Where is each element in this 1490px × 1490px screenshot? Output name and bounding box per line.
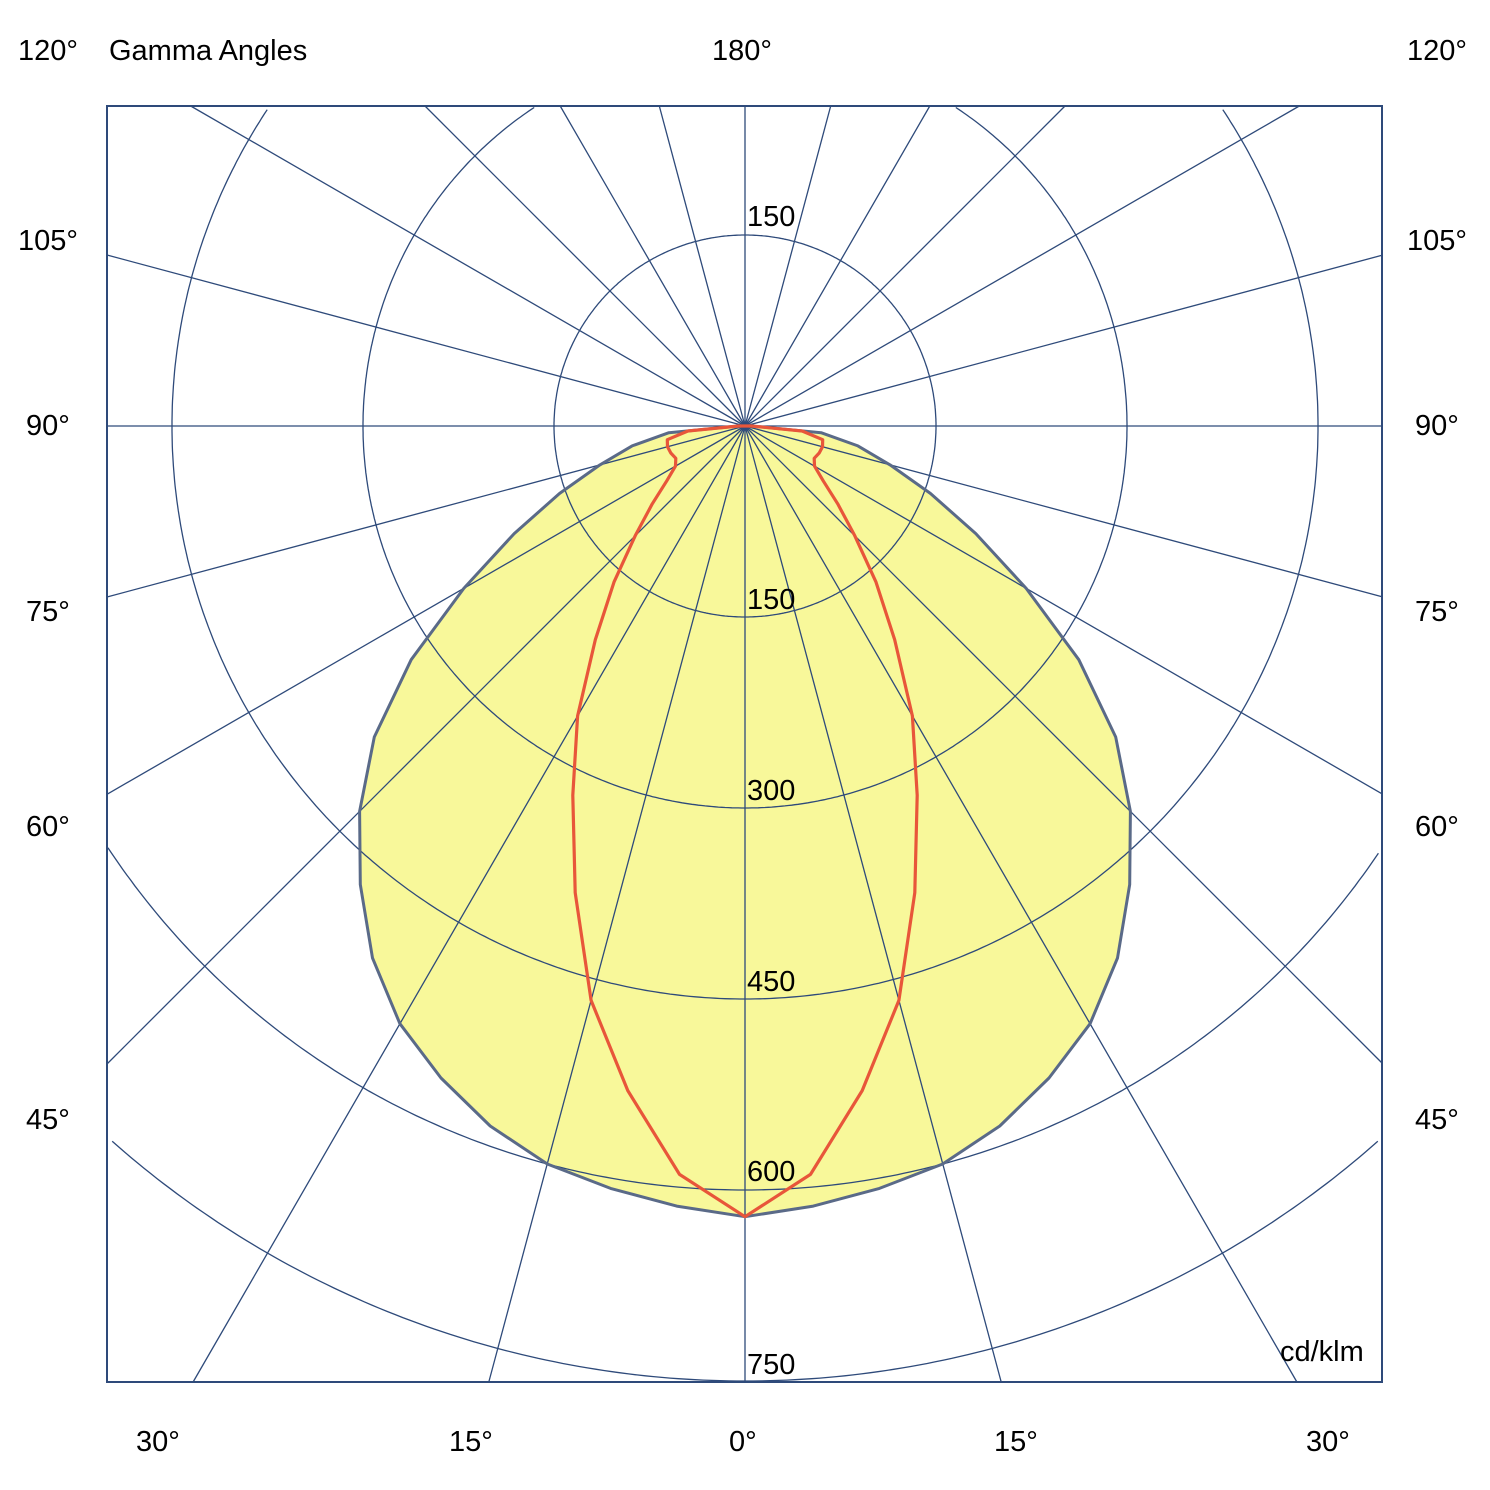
grid-circle (362, 106, 1128, 809)
chart-title: Gamma Angles (109, 35, 308, 67)
left-angle-label: 120° (18, 35, 78, 67)
grid-radial-line (106, 425, 746, 795)
grid-circle (107, 847, 1379, 1191)
bottom-angle-label: 30° (136, 1426, 180, 1458)
grid-radial-line (424, 105, 746, 427)
radial-tick-label: 150 (747, 201, 796, 233)
grid-radial-line (744, 254, 1383, 427)
grid-radial-line (192, 425, 746, 1383)
grid-radial-line (190, 105, 746, 427)
grid-radial-line (744, 105, 1300, 427)
grid-radial-line (744, 425, 1383, 598)
grid-radial-line (559, 105, 746, 427)
grid-circle (171, 109, 1319, 1000)
radial-tick-label: 300 (747, 775, 796, 807)
left-angle-label: 45° (26, 1104, 70, 1136)
grid-radial-line (744, 425, 1002, 1383)
left-angle-label: 105° (18, 225, 78, 257)
right-angle-label: 105° (1407, 225, 1467, 257)
radial-tick-label: 150 (747, 584, 796, 616)
right-angle-label: 60° (1415, 811, 1459, 843)
right-angle-label: 75° (1415, 596, 1459, 628)
bottom-angle-label: 15° (994, 1426, 1038, 1458)
bottom-angle-label: 30° (1306, 1426, 1350, 1458)
grid-radial-line (744, 425, 1383, 795)
right-angle-label: 45° (1415, 1104, 1459, 1136)
radial-tick-label: 450 (747, 966, 796, 998)
grid-radial-line (744, 105, 832, 427)
left-angle-label: 75° (26, 596, 70, 628)
grid-radial-line (744, 105, 931, 427)
unit-label: cd/klm (1280, 1336, 1364, 1368)
series-line (571, 424, 919, 1219)
top-angle-label: 180° (712, 35, 772, 67)
grid-radial-line (106, 254, 746, 427)
grid-radial-line (744, 105, 1066, 427)
bottom-angle-label: 0° (729, 1426, 757, 1458)
right-angle-label: 120° (1407, 35, 1467, 67)
plot-frame (106, 105, 1383, 1383)
grid-radial-line (488, 425, 746, 1383)
bottom-angle-label: 15° (449, 1426, 493, 1458)
grid-radial-line (744, 425, 1298, 1383)
radial-tick-label: 600 (747, 1156, 796, 1188)
grid-radial-line (658, 105, 746, 427)
series-outline (358, 424, 1132, 1219)
grid-radial-line (106, 425, 746, 598)
left-angle-label: 90° (26, 410, 70, 442)
left-angle-label: 60° (26, 811, 70, 843)
radial-tick-label: 750 (747, 1349, 796, 1381)
right-angle-label: 90° (1415, 410, 1459, 442)
